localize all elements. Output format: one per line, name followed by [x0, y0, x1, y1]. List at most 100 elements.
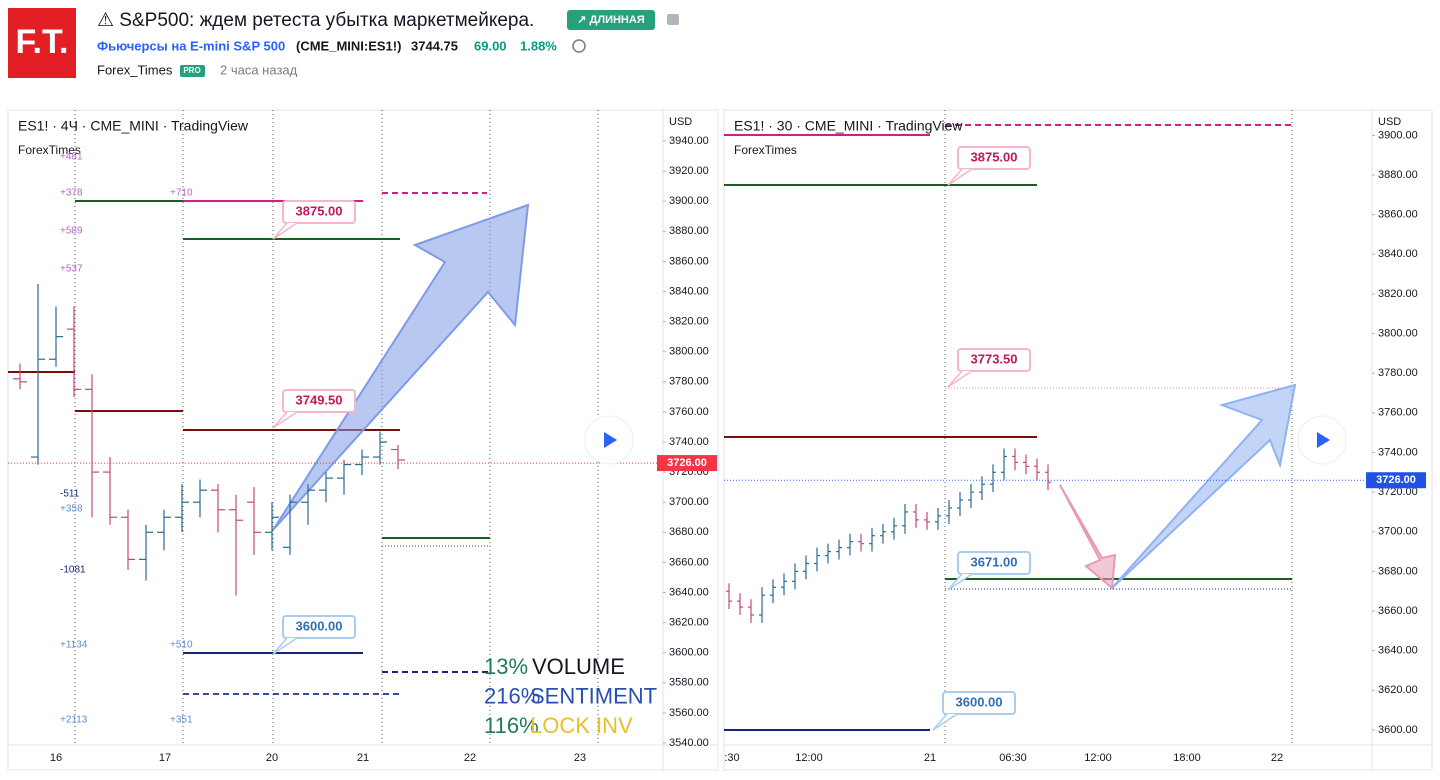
y-tick-label: 3680.00 — [1378, 565, 1418, 577]
price-label-pointer — [272, 222, 298, 240]
price-label-box — [282, 200, 356, 224]
x-tick-label: 22 — [464, 752, 476, 764]
y-tick-label: 3680.00 — [669, 526, 709, 538]
chart-left: 3940.00 3920.00 3900.00 3880.00 3860.00 3840.… — [7, 109, 719, 771]
y-tick-label: 3820.00 — [1378, 288, 1418, 300]
y-tick-label: 3840.00 — [669, 285, 709, 297]
price-label-box — [942, 691, 1016, 715]
price-label-pointer — [947, 370, 973, 388]
side-note: +589 — [60, 226, 83, 237]
legend: ES1! · 30 · CME_MINI · TradingView — [734, 118, 963, 134]
pro-badge — [180, 65, 205, 77]
side-note: +537 — [60, 264, 83, 275]
last-price-label: 3726.00 — [667, 457, 707, 469]
y-tick-label: 3940.00 — [669, 135, 709, 147]
x-tick-label: 18:00 — [1173, 752, 1201, 764]
side-note: +1134 — [60, 640, 88, 651]
y-tick-label: 3800.00 — [669, 346, 709, 358]
logo-text: F.T. — [16, 23, 69, 61]
side-note: +378 — [60, 188, 83, 199]
x-tick-label: 12:00 — [1084, 752, 1112, 764]
side-note: +510 — [170, 640, 193, 651]
idea-title: ⚠ S&P500: ждем ретеста убытка маркетмейк… — [97, 10, 534, 31]
y-tick-label: 3740.00 — [669, 436, 709, 448]
x-tick-label: 16 — [50, 752, 62, 764]
y-tick-label: 3600.00 — [669, 647, 709, 659]
price-label-pointer — [932, 713, 958, 731]
side-note: +2113 — [60, 715, 88, 726]
indicator-pct: 216% — [484, 683, 540, 708]
y-tick-label: 3640.00 — [669, 586, 709, 598]
arrow — [272, 203, 530, 531]
x-tick-label: :30 — [724, 752, 739, 764]
author[interactable]: Forex_Times — [97, 62, 173, 77]
side-note: +710 — [170, 188, 193, 199]
indicator-name: VOLUME — [532, 654, 625, 679]
indicator-name: LOCK INV — [530, 713, 633, 738]
side-note: +351 — [170, 715, 193, 726]
y-tick-label: 3660.00 — [1378, 605, 1418, 617]
price-label-box — [957, 348, 1031, 372]
play-icon — [604, 432, 617, 448]
watermark: ForexTimes — [18, 143, 81, 157]
side-note: -511 — [60, 489, 80, 500]
y-tick-label: 3840.00 — [1378, 248, 1418, 260]
y-tick-label: 3800.00 — [1378, 327, 1418, 339]
y-tick-label: 3660.00 — [669, 556, 709, 568]
y-tick-label: 3620.00 — [669, 617, 709, 629]
price-label: 3875.00 — [971, 149, 1018, 164]
badge — [567, 10, 655, 30]
instrument[interactable]: Фьючерсы на E-mini S&P 500 — [97, 38, 285, 53]
price-label-box — [282, 389, 356, 413]
x-tick-label: 06:30 — [999, 752, 1027, 764]
currency: USD — [1378, 116, 1401, 128]
price-label-box — [957, 551, 1031, 575]
pro-text: PRO — [183, 66, 200, 75]
y-tick-label: 3700.00 — [669, 496, 709, 508]
price-label: 3749.50 — [296, 392, 343, 407]
y-tick-label: 3700.00 — [1378, 526, 1418, 538]
last-price-tag — [1366, 472, 1426, 489]
price: 3744.75 — [411, 38, 458, 53]
y-tick-label: 3860.00 — [669, 255, 709, 267]
arrow — [1111, 383, 1297, 589]
x-tick-label: 21 — [357, 752, 369, 764]
price-label-pointer — [272, 411, 298, 429]
price-label-box — [282, 615, 356, 639]
y-tick-label: 3600.00 — [1378, 724, 1418, 736]
lock-icon — [667, 14, 679, 25]
y-tick-label: 3820.00 — [669, 316, 709, 328]
y-tick-label: 3540.00 — [669, 737, 709, 749]
y-tick-label: 3900.00 — [669, 195, 709, 207]
chart-right: 3900.00 3880.00 3860.00 3840.00 3820.00 3800.… — [723, 109, 1433, 771]
logo[interactable] — [8, 8, 76, 78]
y-tick-label: 3740.00 — [1378, 446, 1418, 458]
price-label: 3671.00 — [971, 554, 1018, 569]
x-tick-label: 21 — [924, 752, 936, 764]
y-tick-label: 3580.00 — [669, 677, 709, 689]
x-tick-label: 22 — [1271, 752, 1283, 764]
currency: USD — [669, 116, 692, 128]
y-tick-label: 3560.00 — [669, 707, 709, 719]
last-price-tag — [657, 455, 717, 472]
change: 69.00 — [474, 38, 507, 53]
y-tick-label: 3880.00 — [669, 225, 709, 237]
price-label: 3600.00 — [296, 618, 343, 633]
price-label-box — [957, 146, 1031, 170]
badge-text: ↗ ДЛИННАЯ — [577, 14, 645, 26]
y-tick-label: 3620.00 — [1378, 684, 1418, 696]
x-tick-label: 23 — [574, 752, 586, 764]
x-tick-label: 17 — [159, 752, 171, 764]
indicator-pct: 13% — [484, 654, 528, 679]
y-tick-label: 3760.00 — [669, 406, 709, 418]
side-note: +481 — [60, 152, 83, 163]
watermark: ForexTimes — [734, 143, 797, 157]
y-tick-label: 3920.00 — [669, 165, 709, 177]
y-tick-label: 3760.00 — [1378, 407, 1418, 419]
price-label-pointer — [272, 637, 298, 655]
price-label: 3773.50 — [971, 351, 1018, 366]
time: 2 часа назад — [220, 62, 298, 77]
alarm-icon[interactable] — [572, 39, 586, 53]
side-note: +358 — [60, 504, 83, 515]
